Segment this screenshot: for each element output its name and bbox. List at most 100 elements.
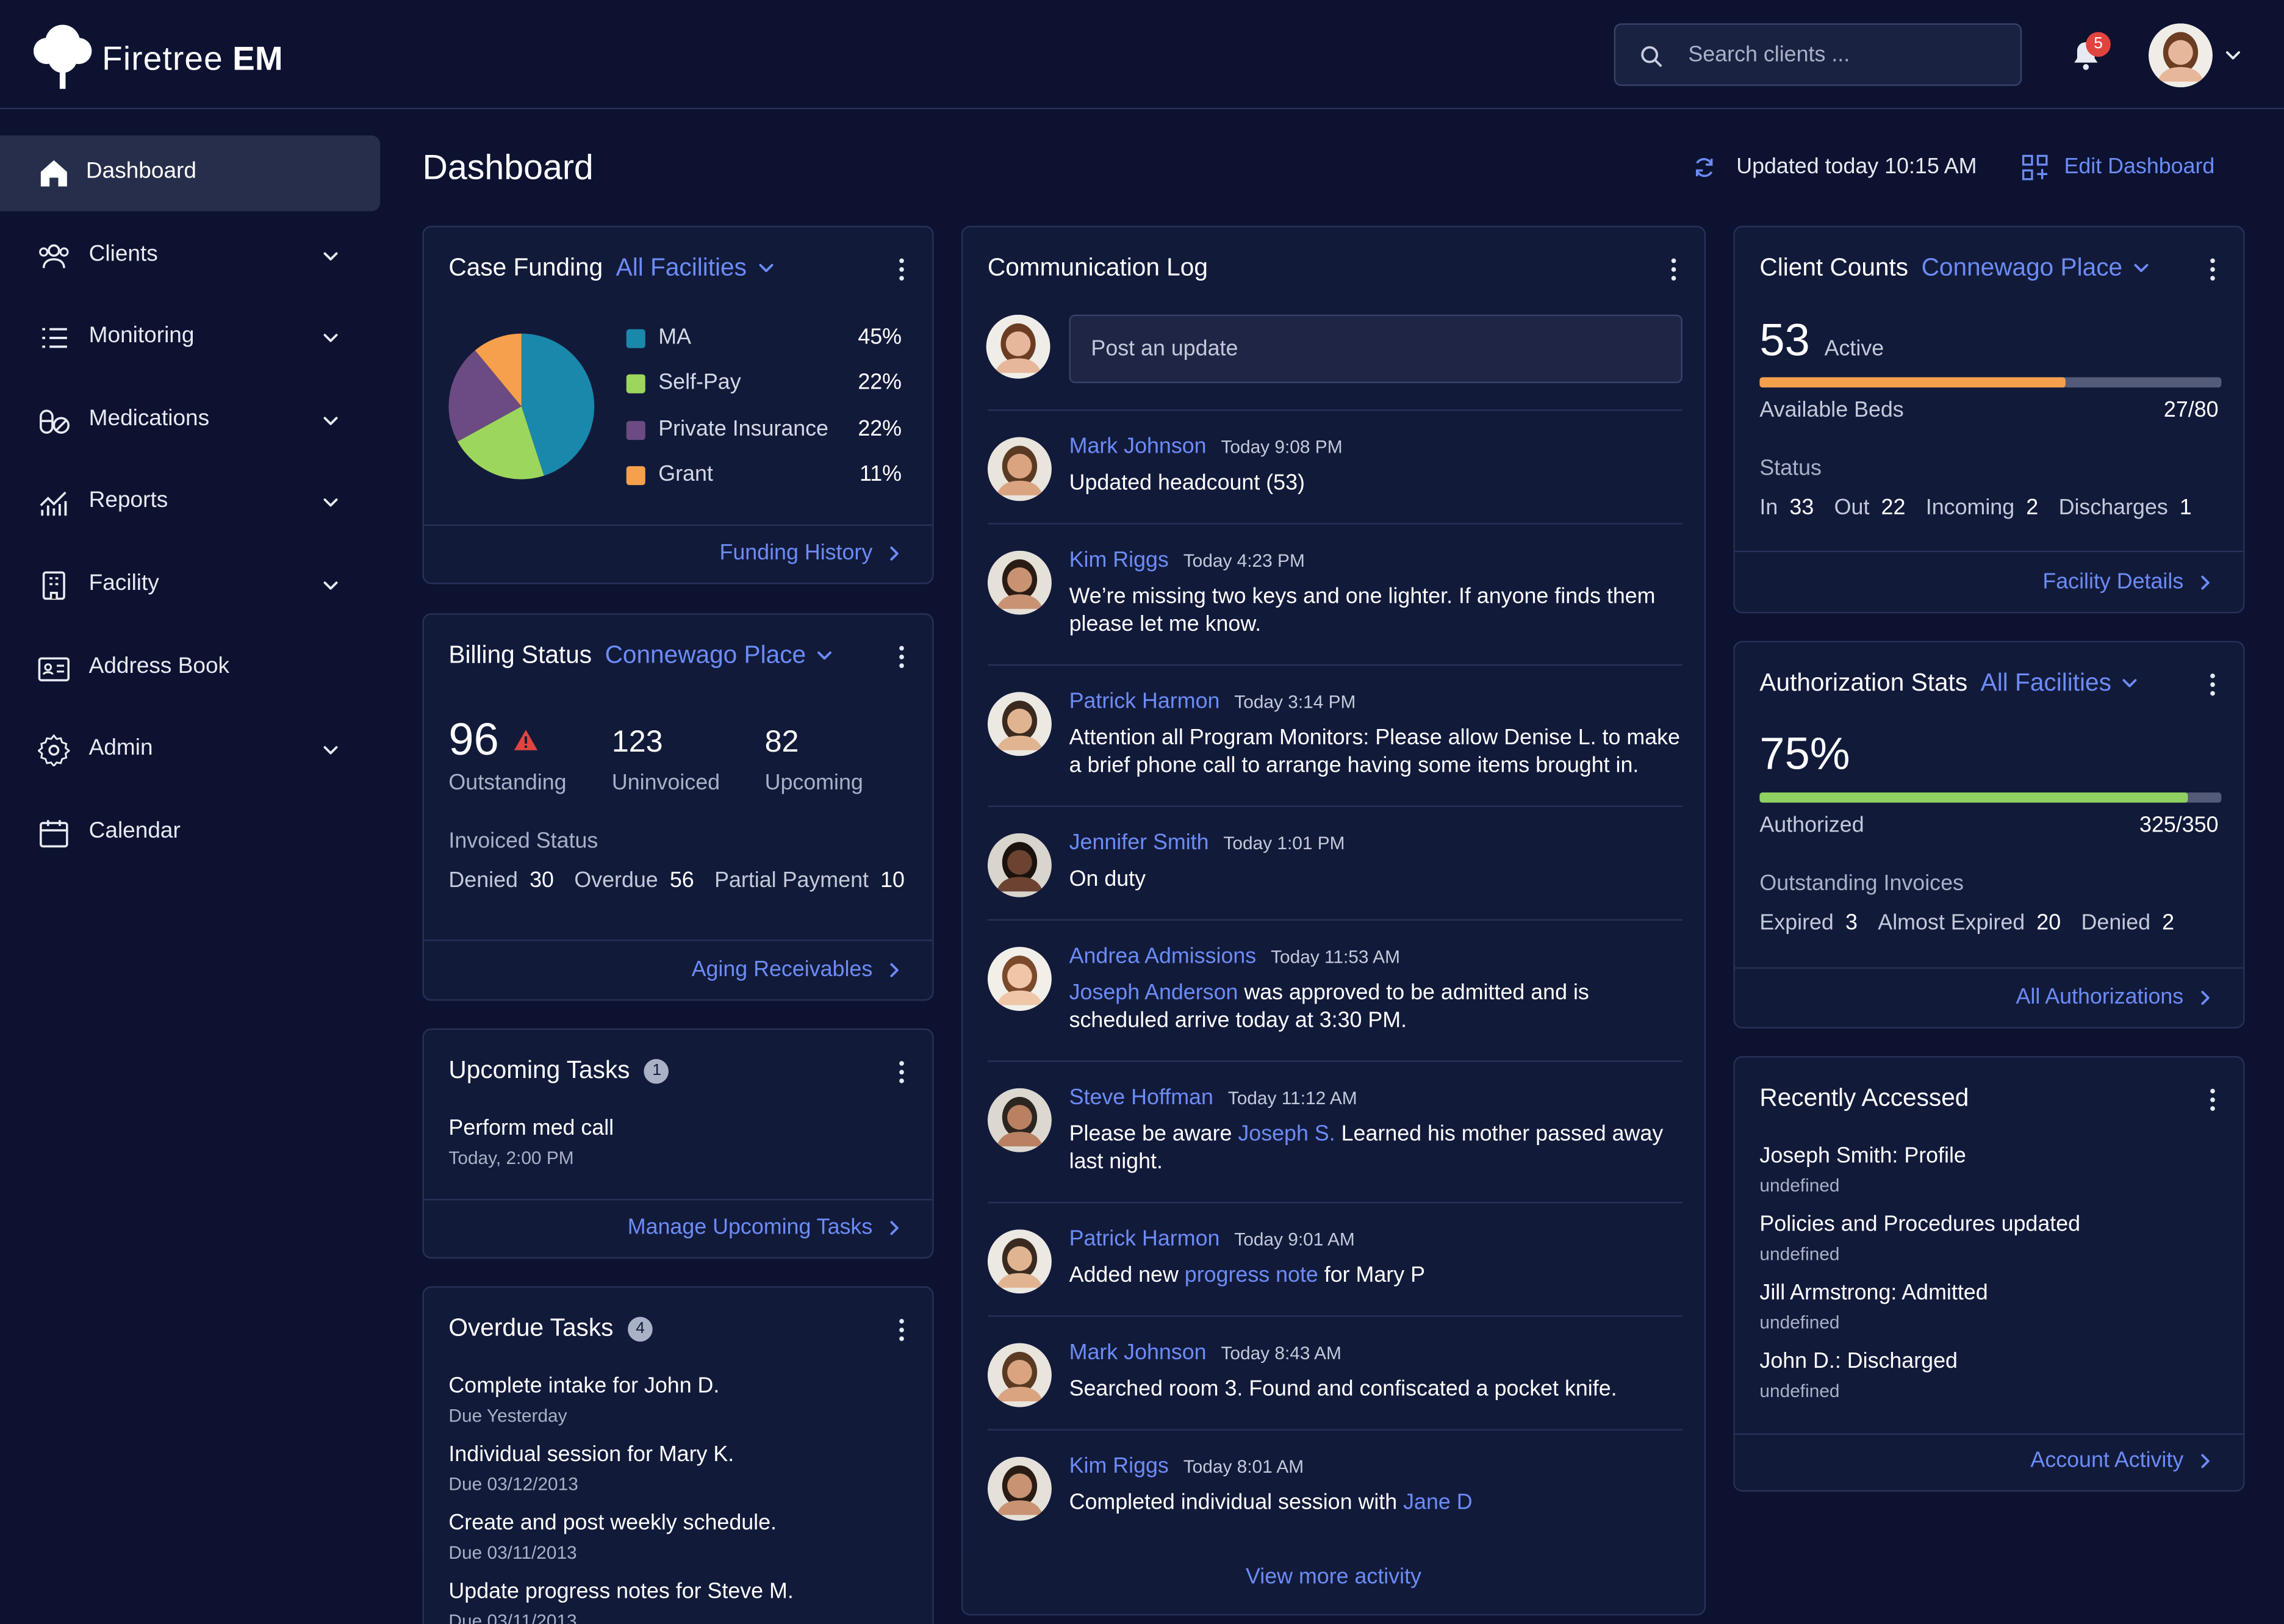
filter-dropdown[interactable]: Connewago Place [605,641,834,670]
nav-item[interactable]: Admin [0,713,380,788]
filter-label[interactable]: All Facilities [1980,668,2111,697]
entry-message: We’re missing two keys and one lighter. … [1069,583,1682,638]
card-menu[interactable] [2208,672,2217,698]
edit-icon[interactable] [2022,154,2048,181]
card-menu[interactable] [2208,1087,2217,1113]
recent-item-title[interactable]: Joseph Smith: Profile [1759,1143,1966,1168]
nav-label[interactable]: Monitoring [88,323,195,349]
stat-pair: Discharges 1 [2059,495,2192,520]
message-link[interactable]: progress note [1184,1263,1318,1288]
author-name[interactable]: Mark Johnson [1069,434,1207,459]
footer-link[interactable]: Manage Upcoming Tasks [628,1215,903,1240]
card-menu[interactable] [1669,256,1678,282]
filter-label[interactable]: Connewago Place [1921,253,2123,281]
nav-label[interactable]: Medications [88,406,210,431]
card-menu[interactable] [897,1059,906,1085]
search-box[interactable]: Search clients ... [1614,23,2022,86]
author-name[interactable]: Steve Hoffman [1069,1085,1213,1110]
nav-label[interactable]: Address Book [88,653,230,678]
message-link[interactable]: Jane D [1403,1490,1473,1515]
card-menu[interactable] [897,644,906,670]
footer-link-text[interactable]: Facility Details [2042,569,2184,595]
nav-label[interactable]: Clients [88,241,158,266]
filter-dropdown[interactable]: All Facilities [1981,669,2139,698]
task-title[interactable]: Individual session for Mary K. [448,1442,734,1467]
nav-item[interactable]: Clients [0,218,380,293]
nav-label[interactable]: Dashboard [85,159,196,184]
my-avatar [986,314,1050,379]
nav-label[interactable]: Reports [88,488,168,514]
icon-shape [1007,850,1032,875]
divider [423,524,933,526]
recent-item-title[interactable]: Policies and Procedures updated [1759,1212,2081,1237]
edit-dashboard[interactable]: Edit Dashboard [2064,154,2215,179]
footer-link[interactable]: All Authorizations [2016,985,2214,1010]
message-link[interactable]: Joseph S. [1238,1121,1335,1147]
card-menu[interactable] [2208,256,2217,282]
stat-label: Discharges [2058,495,2168,520]
footer-link-text[interactable]: All Authorizations [2016,985,2184,1010]
divider [423,940,933,941]
beds-label: Available Beds [1759,397,1904,423]
icon-shape [1671,258,1676,264]
task-title[interactable]: Perform med call [448,1116,614,1141]
filter-dropdown[interactable]: All Facilities [616,253,775,282]
author-name[interactable]: Patrick Harmon [1069,689,1220,714]
footer-link-text[interactable]: Funding History [719,540,873,566]
nav-item[interactable]: Facility [0,548,380,623]
user-menu-chevron-svg [2225,51,2240,60]
task-title[interactable]: Update progress notes for Steve M. [448,1579,794,1604]
footer-link-text[interactable]: Account Activity [2030,1448,2184,1473]
card-menu[interactable] [897,1317,906,1343]
author-name[interactable]: Jennifer Smith [1069,830,1209,855]
user-avatar[interactable] [2148,23,2213,88]
count-badge: 4 [628,1316,653,1341]
entry-time: Today 4:23 PM [1183,550,1305,572]
footer-link[interactable]: Aging Receivables [692,957,903,982]
filter-label[interactable]: All Facilities [616,253,747,281]
author-name[interactable]: Kim Riggs [1069,547,1169,573]
filter-dropdown[interactable]: Connewago Place [1922,253,2150,282]
nav-item[interactable]: Reports [0,465,380,541]
nav-item[interactable]: Monitoring [0,300,380,376]
task-title[interactable]: Complete intake for John D. [448,1373,720,1399]
refresh-icon[interactable] [1693,156,1716,179]
view-more-link[interactable]: View more activity [1246,1564,1421,1590]
author-name[interactable]: Mark Johnson [1069,1340,1207,1365]
nav-label[interactable]: Calendar [88,818,181,844]
nav-item[interactable]: Calendar [0,795,380,871]
task-title[interactable]: Create and post weekly schedule. [448,1511,777,1536]
nav-label[interactable]: Admin [88,736,153,761]
nav-item[interactable]: Medications [0,383,380,458]
filter-chevron-svg [2123,679,2138,688]
nav-chevron-svg [323,334,338,343]
author-name[interactable]: Andrea Admissions [1069,944,1257,969]
card-title: Upcoming Tasks [448,1056,630,1084]
footer-link-text[interactable]: Aging Receivables [691,957,873,982]
card-title: Recently Accessed [1759,1083,1969,1112]
footer-link[interactable]: Facility Details [2042,569,2214,595]
footer-link-chevron-svg [890,545,899,560]
nav-item[interactable]: Dashboard [0,135,381,212]
section-label: Outstanding Invoices [1759,871,1964,896]
message-link[interactable]: Joseph Anderson [1069,980,1238,1005]
recent-item-title[interactable]: Jill Armstrong: Admitted [1759,1280,1988,1306]
author-avatar-svg [987,692,1052,756]
author-name[interactable]: Kim Riggs [1069,1453,1169,1479]
beds-bar [1759,377,2066,388]
nav-label[interactable]: Facility [88,571,159,596]
post-input[interactable]: Post an update [1069,314,1682,383]
author-name[interactable]: Patrick Harmon [1069,1226,1220,1252]
footer-link-text[interactable]: Manage Upcoming Tasks [627,1215,873,1240]
filter-label[interactable]: Connewago Place [605,641,806,669]
footer-link[interactable]: Account Activity [2030,1448,2214,1473]
footer-link[interactable]: Funding History [719,540,903,566]
nav-item[interactable]: Address Book [0,630,380,706]
recent-item-title[interactable]: John D.: Discharged [1759,1349,1958,1374]
user-menu-chevron[interactable] [2224,46,2242,64]
stat-label: In [1759,495,1778,520]
icon-shape [40,821,68,847]
nav-chevron [322,247,340,265]
card-menu[interactable] [897,256,906,282]
nav-chevron [322,742,340,760]
